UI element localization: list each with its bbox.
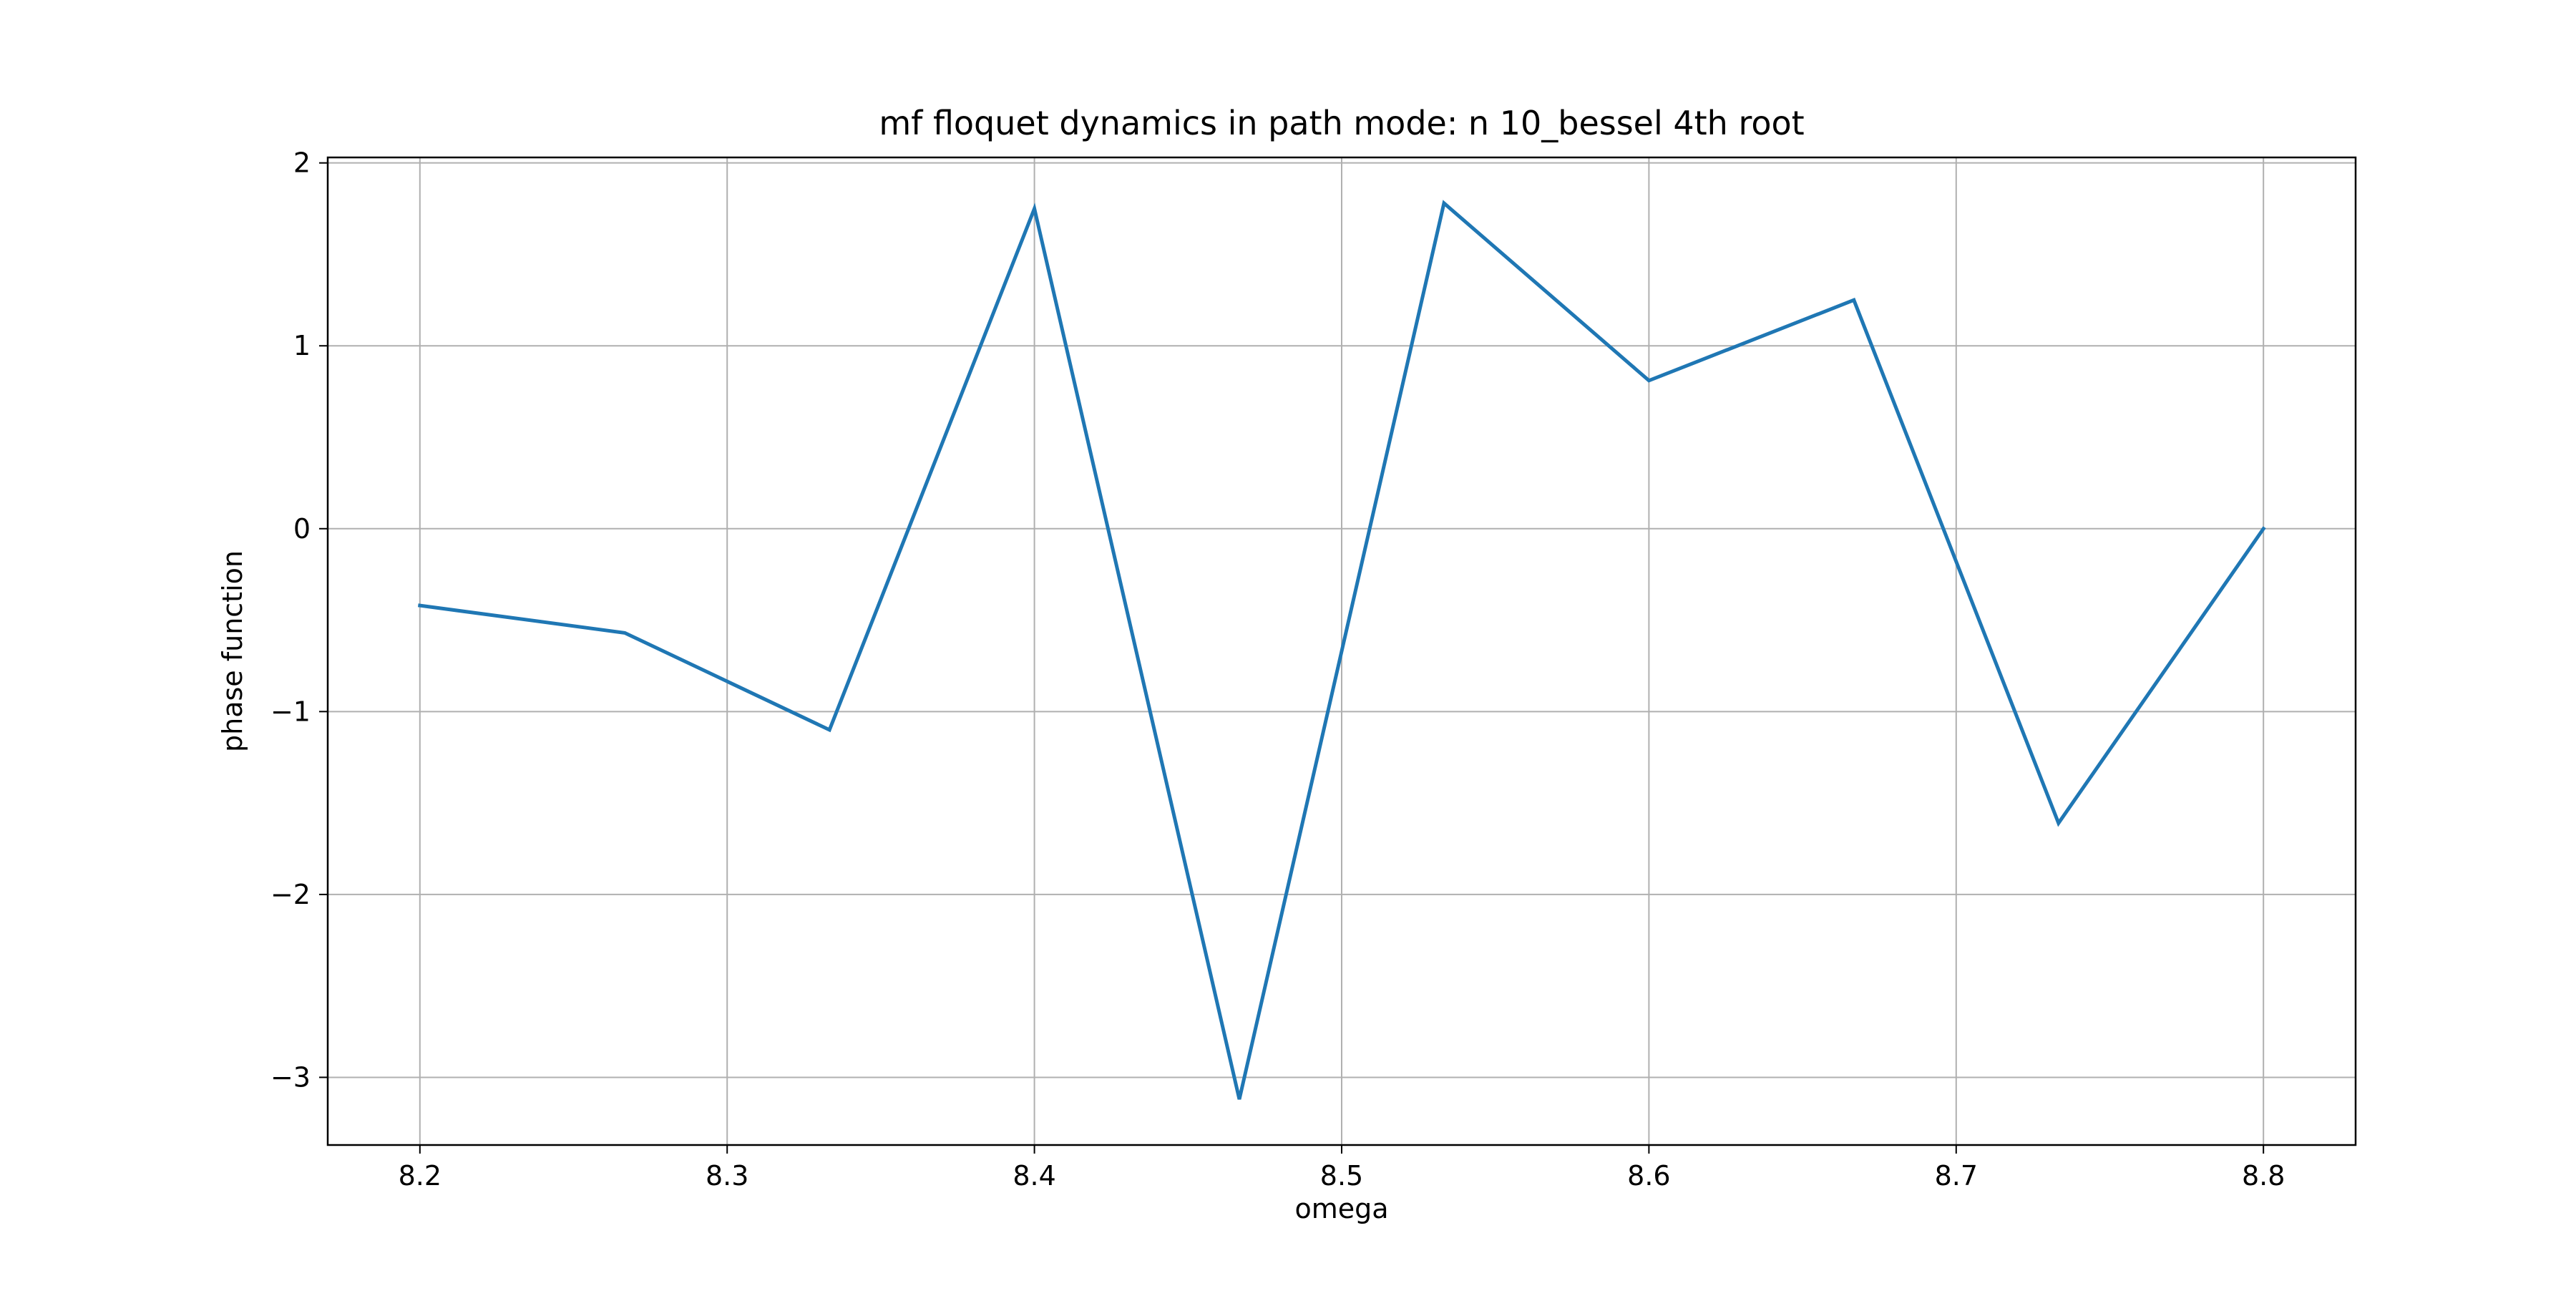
y-axis-ticks: −3 −2 −1 0 1 2 [270,147,328,1093]
x-axis-ticks: 8.2 8.3 8.4 8.5 8.6 8.7 8.8 [399,1145,2285,1192]
x-tick-label: 8.8 [2242,1160,2285,1192]
x-tick-label: 8.4 [1013,1160,1055,1192]
x-tick-label: 8.7 [1935,1160,1978,1192]
y-tick-label: −1 [270,696,311,727]
x-tick-label: 8.5 [1320,1160,1363,1192]
x-tick-label: 8.3 [706,1160,748,1192]
y-tick-label: 2 [293,147,311,179]
series-line-0 [417,200,2266,1100]
y-tick-label: 1 [293,330,311,361]
y-tick-label: −2 [270,879,311,910]
chart-title: mf floquet dynamics in path mode: n 10_b… [879,104,1804,142]
series-layer [417,200,2266,1100]
x-axis-label: omega [1294,1193,1388,1224]
grid-lines [328,157,2356,1145]
x-tick-label: 8.2 [399,1160,441,1192]
y-axis-label: phase function [217,550,248,752]
y-tick-label: −3 [270,1061,311,1093]
y-tick-label: 0 [293,513,311,545]
x-tick-label: 8.6 [1627,1160,1670,1192]
